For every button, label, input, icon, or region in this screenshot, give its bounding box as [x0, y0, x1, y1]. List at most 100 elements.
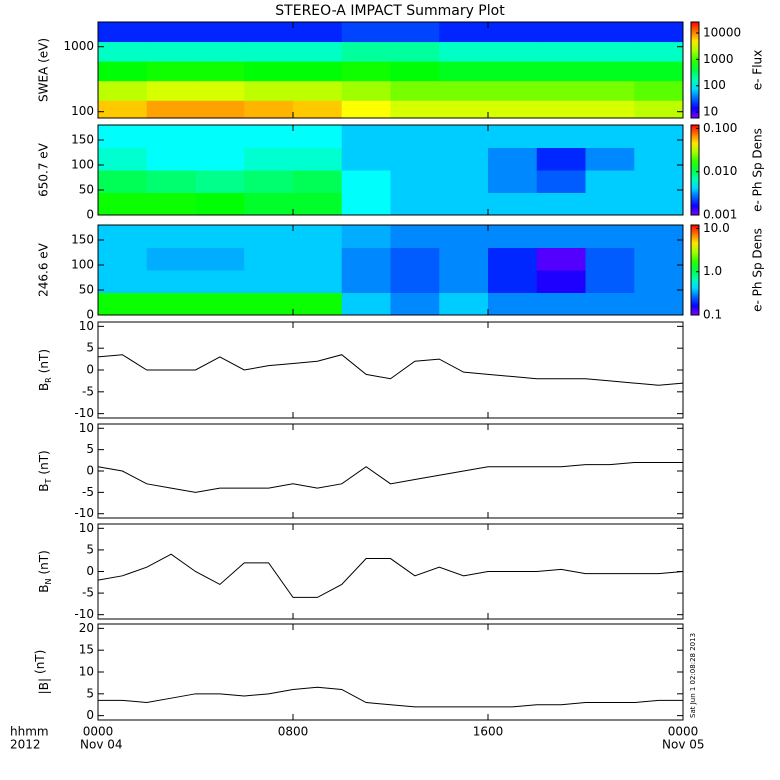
heat-cell	[439, 41, 489, 62]
heat-cell	[195, 80, 245, 101]
y-tick-label: 50	[79, 183, 94, 197]
plot-title: STEREO-A IMPACT Summary Plot	[275, 3, 505, 19]
y-label-main: |B|	[37, 678, 51, 694]
y-tick-label: 150	[71, 233, 94, 247]
heat-cell	[195, 147, 245, 171]
y-tick-label: -10	[74, 607, 94, 621]
heat-cell	[634, 100, 684, 119]
heat-cell	[390, 225, 440, 248]
y-axis-label: SWEA (eV)	[37, 38, 51, 102]
heat-cell	[195, 61, 245, 82]
y-tick-label: 10	[79, 665, 94, 679]
heat-cell	[293, 22, 343, 43]
panel-frame	[97, 224, 684, 316]
heat-cell	[98, 22, 148, 43]
x-tick-label: 0000	[83, 725, 114, 739]
heat-cell	[293, 147, 343, 171]
heat-cell	[341, 22, 391, 43]
y-tick-label: -10	[74, 406, 94, 420]
heat-cell	[341, 225, 391, 248]
heat-cell	[439, 170, 489, 193]
timestamp: Sat Jun 1 02:08:28 2013	[689, 633, 697, 718]
heat-cell	[585, 170, 635, 193]
heat-cell	[341, 292, 391, 316]
heat-cell	[634, 147, 684, 171]
heat-cell	[293, 247, 343, 271]
heat-cell	[390, 147, 440, 171]
heat-cell	[634, 125, 684, 148]
heat-cell	[244, 41, 294, 62]
heat-cell	[98, 147, 148, 171]
y-tick-label: 20	[79, 621, 94, 635]
heat-cell	[536, 80, 586, 101]
heat-cell	[390, 270, 440, 293]
y-tick-label: 10	[79, 421, 94, 435]
heat-cell	[98, 125, 148, 148]
y-label-main: B	[37, 483, 51, 491]
y-axis-label: 650.7 eV	[37, 142, 51, 197]
heat-cell	[634, 247, 684, 271]
heat-cell	[244, 292, 294, 316]
y-tick-label: 150	[71, 133, 94, 147]
heat-cell	[195, 270, 245, 293]
data-line	[97, 553, 684, 598]
heat-cell	[244, 247, 294, 271]
heat-cell	[488, 100, 538, 119]
colorbar-tick-label: 10	[703, 105, 718, 119]
data-line	[97, 461, 683, 493]
year-label: 2012	[10, 738, 41, 752]
heat-cell	[439, 225, 489, 248]
heat-cell	[390, 170, 440, 193]
colorbar-tick-label: 0.001	[703, 208, 737, 222]
y-axis-label: BN (nT)	[37, 550, 53, 593]
heat-cell	[244, 192, 294, 216]
y-tick-label: 10	[79, 319, 94, 333]
colorbar	[690, 124, 700, 216]
heat-cell	[585, 22, 635, 43]
heat-cell	[439, 125, 489, 148]
heat-cell	[634, 225, 684, 248]
y-tick-label: 50	[79, 283, 94, 297]
heat-cell	[341, 270, 391, 293]
heat-cell	[634, 270, 684, 293]
heat-cell	[293, 61, 343, 82]
heat-cell	[146, 125, 196, 148]
heat-cell	[98, 292, 148, 316]
heat-cell	[195, 125, 245, 148]
data-line	[98, 686, 683, 708]
heat-cell	[146, 192, 196, 216]
heat-cell	[536, 225, 586, 248]
heat-cell	[244, 225, 294, 248]
data-line	[97, 354, 684, 386]
heat-cell	[341, 61, 391, 82]
heat-cell	[536, 292, 586, 316]
colorbar-tick-label: 10000	[703, 25, 741, 39]
heat-cell	[98, 225, 148, 248]
y-label-sub: N	[44, 579, 53, 585]
heat-cell	[488, 125, 538, 148]
y-tick-label: 100	[71, 158, 94, 172]
y-label-sub: T	[44, 478, 53, 484]
y-tick-label: 0	[86, 363, 94, 377]
colorbar-tick-label: 1000	[703, 52, 734, 66]
heat-cell	[195, 41, 245, 62]
heat-cell	[244, 270, 294, 293]
heat-cell	[585, 247, 635, 271]
heat-cell	[536, 41, 586, 62]
heat-cell	[341, 80, 391, 101]
heat-cell	[390, 192, 440, 216]
heat-cell	[98, 270, 148, 293]
heat-cell	[488, 22, 538, 43]
heat-cell	[536, 270, 586, 293]
panel-frame	[97, 523, 684, 620]
heat-cell	[536, 192, 586, 216]
heat-cell	[390, 22, 440, 43]
panel-frame	[97, 423, 684, 519]
heat-cell	[195, 170, 245, 193]
heat-cell	[439, 247, 489, 271]
y-tick-label: 5	[86, 686, 94, 700]
heat-cell	[244, 61, 294, 82]
heat-cell	[585, 125, 635, 148]
heat-cell	[390, 125, 440, 148]
heat-cell	[536, 100, 586, 119]
